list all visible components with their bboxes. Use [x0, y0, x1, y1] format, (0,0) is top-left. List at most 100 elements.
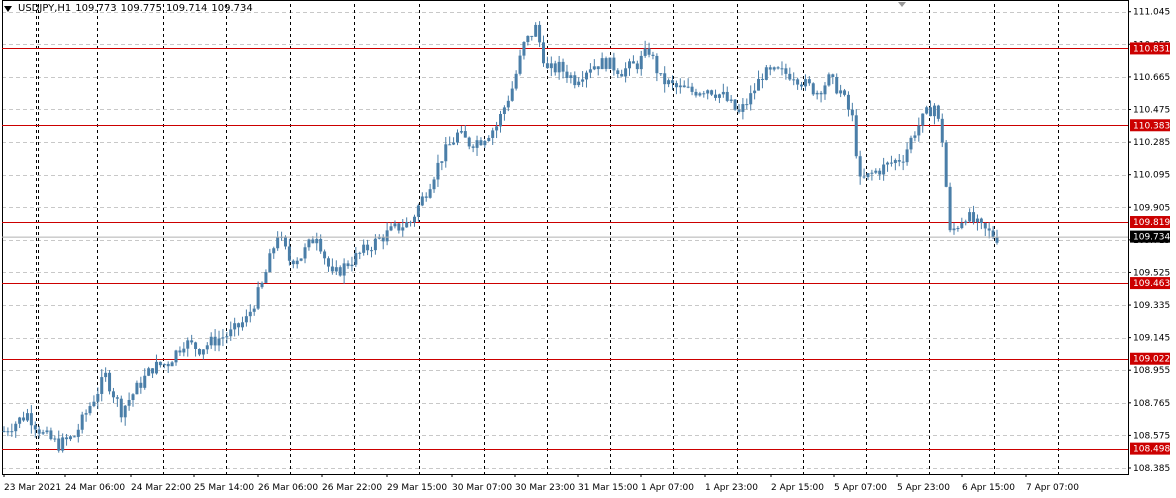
candle-body: [471, 146, 475, 148]
candle-body: [393, 223, 397, 227]
candle-body: [428, 189, 432, 198]
candle-body: [221, 337, 225, 339]
candle-body: [530, 35, 534, 37]
candle-body: [499, 113, 502, 127]
candle-body: [440, 161, 444, 163]
symbol-label: USDJPY,H1: [18, 3, 72, 14]
candle: [764, 64, 768, 81]
candle: [733, 99, 737, 111]
candle: [186, 337, 190, 357]
candle-body: [745, 104, 749, 106]
candle-body: [311, 239, 315, 244]
y-tick-label: 108.765: [1133, 399, 1170, 409]
chart-menu-icon[interactable]: [4, 5, 12, 12]
candle-body: [526, 35, 530, 43]
candle: [346, 260, 350, 269]
candle-body: [162, 363, 166, 366]
candle-body: [811, 83, 815, 95]
candle-body: [244, 316, 248, 323]
candle: [635, 60, 639, 74]
candle-body: [991, 230, 995, 238]
candle-body: [455, 132, 459, 143]
candle: [534, 22, 538, 37]
candle-body: [768, 67, 772, 70]
candle-body: [659, 73, 663, 75]
candle: [846, 91, 850, 117]
candle-body: [10, 431, 14, 433]
current-price-label: 109.734: [1133, 233, 1170, 243]
candle: [342, 258, 346, 284]
candle: [565, 64, 569, 83]
candle: [557, 55, 561, 80]
candle: [283, 235, 287, 250]
candle: [487, 135, 491, 142]
candle: [905, 142, 909, 166]
candle: [530, 35, 534, 41]
candle: [88, 402, 92, 416]
candle-body: [354, 253, 358, 265]
candle-body: [45, 430, 49, 433]
candle: [240, 316, 244, 331]
candle: [526, 35, 530, 46]
candle-body: [909, 137, 913, 150]
candle: [585, 70, 589, 88]
candle: [925, 105, 929, 115]
candle-body: [272, 248, 276, 254]
level-tag-label: 109.463: [1133, 279, 1170, 289]
candle-body: [217, 338, 221, 346]
candle-body: [299, 258, 303, 261]
candle-body: [780, 68, 784, 70]
candle-body: [968, 212, 972, 222]
candle: [459, 125, 463, 134]
candle: [831, 73, 835, 85]
candle: [14, 421, 18, 438]
level-tag: [1130, 42, 1170, 55]
candle-body: [151, 368, 155, 374]
candle-body: [424, 196, 428, 198]
candle-body: [565, 71, 569, 78]
candle-body: [506, 100, 510, 108]
candle: [901, 154, 905, 171]
candle: [221, 329, 225, 347]
candle-body: [41, 432, 45, 434]
level-tag: [1130, 277, 1170, 290]
candle: [213, 329, 217, 352]
candle: [964, 219, 968, 226]
candle-body: [753, 90, 757, 94]
candle-body: [827, 74, 831, 86]
candle: [577, 77, 581, 88]
candle: [878, 168, 882, 180]
candle: [268, 248, 272, 273]
candle-body: [104, 372, 108, 378]
candle: [843, 88, 847, 97]
candle: [952, 222, 956, 235]
x-tick-label: 23 Mar 2021: [4, 483, 61, 493]
candle-body: [979, 218, 983, 224]
candle: [229, 321, 233, 341]
candle: [412, 214, 416, 227]
candle-body: [209, 336, 213, 346]
candle: [256, 281, 260, 310]
candle-body: [260, 282, 264, 288]
candle-body: [154, 361, 158, 374]
candle-body: [682, 85, 686, 88]
candle-body: [671, 80, 675, 84]
x-tick-label: 2 Apr 15:00: [771, 483, 824, 493]
candle: [882, 157, 886, 181]
candle-body: [995, 237, 999, 243]
candle-body: [678, 85, 682, 88]
candle: [788, 67, 792, 81]
candle: [542, 35, 546, 67]
candle-body: [776, 67, 780, 69]
candle: [678, 78, 682, 94]
candle-body: [960, 223, 964, 229]
candle-body: [53, 438, 57, 440]
candle-body: [100, 377, 104, 394]
candle-body: [420, 196, 424, 206]
candle: [209, 332, 213, 349]
candle: [33, 421, 37, 438]
candle: [514, 70, 518, 91]
candle: [850, 102, 854, 122]
